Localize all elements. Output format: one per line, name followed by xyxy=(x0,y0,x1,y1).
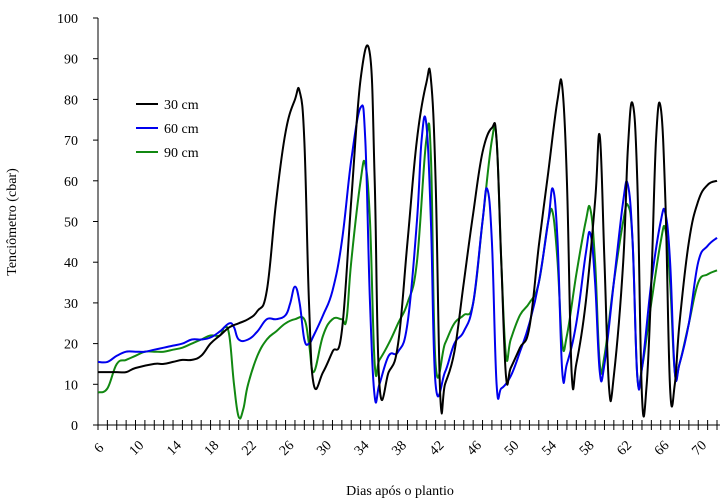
legend-label: 90 cm xyxy=(164,146,199,161)
y-tick-label: 70 xyxy=(64,134,78,149)
x-tick-label: 50 xyxy=(502,438,523,459)
y-tick-label: 80 xyxy=(64,93,78,108)
x-tick-label: 38 xyxy=(389,438,410,459)
x-tick-label: 34 xyxy=(352,438,373,459)
x-tick-label: 42 xyxy=(427,438,448,459)
y-tick-label: 100 xyxy=(57,12,78,27)
x-axis-ticks: 6 10 14 18 22 26 30 34 38 42 46 50 54 58 62 66 70 xyxy=(92,420,718,459)
legend: 30 cm 60 cm 90 cm xyxy=(136,98,199,161)
x-axis-title: Dias após o plantio xyxy=(346,484,454,499)
y-tick-label: 40 xyxy=(64,256,78,271)
y-tick-label: 10 xyxy=(64,378,78,393)
y-tick-label: 20 xyxy=(64,338,78,353)
x-tick-label: 18 xyxy=(202,438,223,459)
x-tick-label: 22 xyxy=(239,438,260,459)
x-tick-label: 54 xyxy=(539,438,560,459)
y-tick-label: 90 xyxy=(64,53,78,68)
x-tick-label: 70 xyxy=(690,438,711,459)
series-line-90-cm xyxy=(98,122,718,420)
y-axis-title: Tenciômetro (cbar) xyxy=(5,168,20,276)
y-tick-label: 50 xyxy=(64,216,78,231)
y-tick-label: 0 xyxy=(71,419,78,434)
series-lines xyxy=(98,44,718,420)
x-tick-label: 66 xyxy=(652,438,673,459)
legend-label: 30 cm xyxy=(164,98,199,113)
legend-label: 60 cm xyxy=(164,122,199,137)
series-line-30-cm xyxy=(98,44,718,418)
x-tick-label: 14 xyxy=(164,438,185,459)
y-axis-ticks: 0 10 20 30 40 50 60 70 80 90 100 xyxy=(57,12,98,434)
x-tick-label: 58 xyxy=(577,438,598,459)
x-tick-label: 46 xyxy=(464,438,485,459)
x-tick-label: 6 xyxy=(92,441,108,457)
x-tick-label: 26 xyxy=(277,438,298,459)
x-tick-label: 30 xyxy=(314,438,335,459)
x-tick-label: 62 xyxy=(614,438,635,459)
x-tick-label: 10 xyxy=(127,438,148,459)
y-tick-label: 30 xyxy=(64,297,78,312)
y-tick-label: 60 xyxy=(64,175,78,190)
